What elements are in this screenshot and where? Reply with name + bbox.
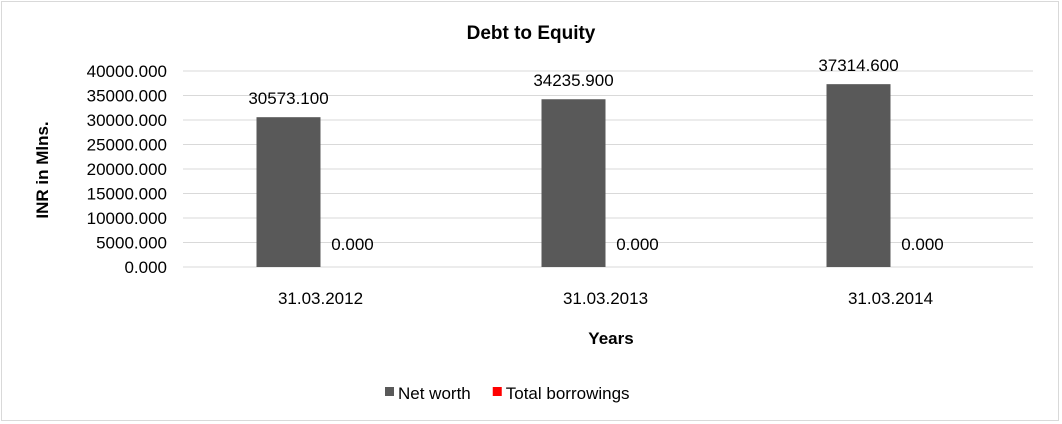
y-tick-label: 5000.000 bbox=[96, 234, 167, 253]
chart-title: Debt to Equity bbox=[467, 23, 596, 44]
bar-net-worth bbox=[826, 84, 891, 267]
data-label: 0.000 bbox=[616, 235, 659, 254]
x-tick-label: 31.03.2014 bbox=[848, 289, 933, 308]
legend-swatch bbox=[492, 387, 502, 396]
bar-net-worth bbox=[541, 99, 606, 268]
y-tick-label: 15000.000 bbox=[87, 185, 167, 204]
y-tick-label: 35000.000 bbox=[87, 87, 167, 106]
x-axis-label: Years bbox=[588, 329, 633, 348]
data-label: 30573.100 bbox=[248, 89, 328, 108]
legend-swatch bbox=[385, 387, 394, 396]
bar-net-worth bbox=[256, 117, 321, 268]
y-tick-label: 25000.000 bbox=[87, 136, 167, 155]
y-tick-label: 30000.000 bbox=[87, 111, 167, 130]
y-tick-label: 20000.000 bbox=[87, 160, 167, 179]
data-label: 0.000 bbox=[331, 235, 374, 254]
y-tick-label: 10000.000 bbox=[87, 209, 167, 228]
data-label: 34235.900 bbox=[533, 71, 613, 90]
data-label: 37314.600 bbox=[818, 56, 898, 75]
legend: Net worth Total borrowings bbox=[385, 384, 630, 403]
y-axis-label: INR in Mlns. bbox=[33, 121, 52, 218]
x-tick-label: 31.03.2012 bbox=[278, 289, 363, 308]
data-label: 0.000 bbox=[901, 235, 944, 254]
legend-label: Net worth bbox=[398, 384, 471, 403]
y-tick-label: 0.000 bbox=[124, 258, 167, 277]
x-tick-label: 31.03.2013 bbox=[563, 289, 648, 308]
y-tick-label: 40000.000 bbox=[87, 62, 167, 81]
legend-label: Total borrowings bbox=[506, 384, 630, 403]
